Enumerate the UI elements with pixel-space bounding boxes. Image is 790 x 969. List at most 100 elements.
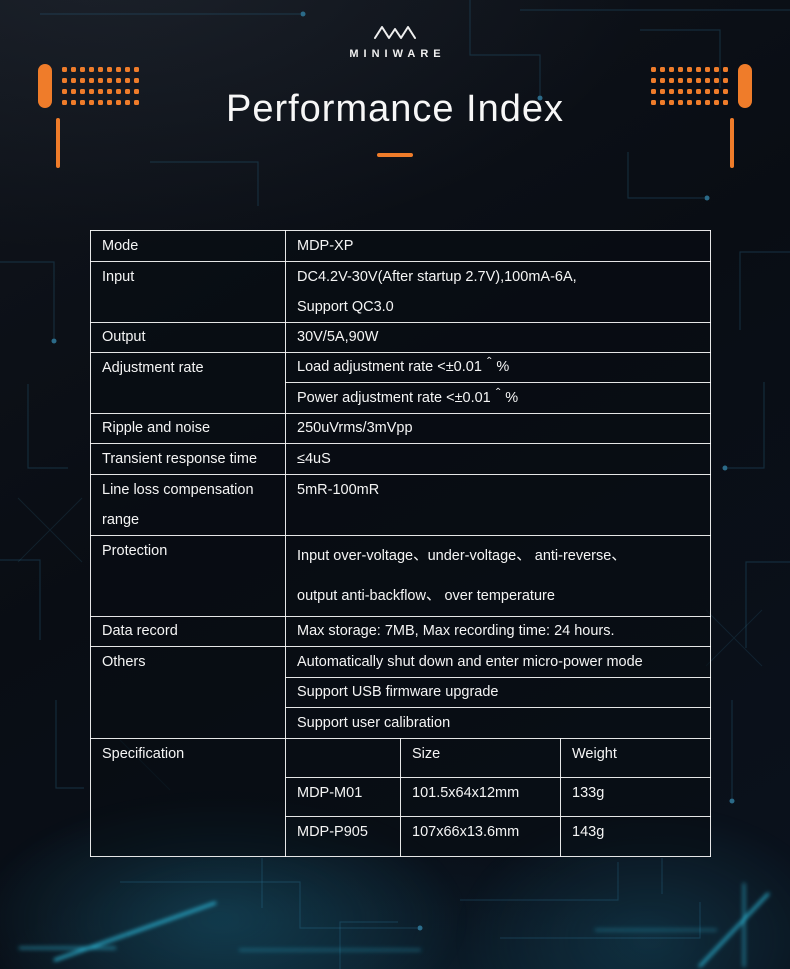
- dot: [125, 100, 130, 105]
- cell-transient-label: Transient response time: [90, 443, 286, 475]
- table-row: MDP-P905 107x66x13.6mm 143g: [91, 816, 712, 857]
- dot: [705, 78, 710, 83]
- left-accent-line: [56, 118, 60, 168]
- protection-value-line1: Input over-voltage、under-voltage、 anti-r…: [297, 548, 626, 564]
- cell-ripple-value: 250uVrms/3mVpp: [284, 413, 712, 444]
- table-row: Transient response time ≤4uS: [90, 443, 712, 475]
- cell-protection-label: Protection: [90, 535, 286, 617]
- dot: [107, 67, 112, 72]
- table-row: Others Automatically shut down and enter…: [90, 646, 712, 739]
- dot: [696, 89, 701, 94]
- dot: [71, 100, 76, 105]
- dot: [669, 100, 674, 105]
- table-row: Support user calibration: [91, 707, 712, 739]
- dot: [62, 89, 67, 94]
- table-row: Adjustment rate Load adjustment rate <±0…: [90, 352, 712, 414]
- dot: [687, 89, 692, 94]
- dot: [107, 89, 112, 94]
- cell-others-label: Others: [90, 646, 286, 739]
- performance-table: Mode MDP-XP Input DC4.2V-30V(After start…: [90, 230, 712, 857]
- cell-output-label: Output: [90, 322, 286, 353]
- table-row: MDP-M01 101.5x64x12mm 133g: [91, 777, 712, 817]
- dot: [116, 100, 121, 105]
- dot: [687, 67, 692, 72]
- cell-spec-model1-weight: 133g: [559, 777, 712, 817]
- dot: [669, 89, 674, 94]
- dot: [89, 100, 94, 105]
- dot: [651, 67, 656, 72]
- dot: [62, 78, 67, 83]
- cell-spec-model1-name: MDP-M01: [285, 777, 401, 817]
- brand-name: MINIWARE: [349, 48, 446, 60]
- cell-others-row2: Support USB firmware upgrade: [284, 677, 712, 708]
- right-dot-grid: [651, 67, 728, 105]
- left-accent-bar: [38, 64, 52, 108]
- cell-spec-model2-name: MDP-P905: [285, 816, 401, 857]
- input-value-line2: Support QC3.0: [297, 299, 394, 315]
- table-row: Specification Size Weight: [90, 738, 712, 857]
- dot: [62, 100, 67, 105]
- dot: [116, 67, 121, 72]
- dot: [723, 89, 728, 94]
- table-row: Data record Max storage: 7MB, Max record…: [90, 616, 712, 647]
- dot: [71, 78, 76, 83]
- cell-mode-label: Mode: [90, 230, 286, 262]
- cell-transient-value: ≤4uS: [284, 443, 712, 475]
- cell-lineloss-value: 5mR-100mR: [284, 474, 712, 536]
- cell-adjustment-row2: Power adjustment rate <±0.01＾%: [284, 382, 712, 414]
- dot: [660, 89, 665, 94]
- dot: [98, 78, 103, 83]
- table-row: Protection Input over-voltage、under-volt…: [90, 535, 712, 617]
- dot: [89, 78, 94, 83]
- dot: [62, 67, 67, 72]
- cell-datarecord-value: Max storage: 7MB, Max recording time: 24…: [284, 616, 712, 647]
- dot: [651, 100, 656, 105]
- dot: [696, 100, 701, 105]
- dot: [660, 78, 665, 83]
- dot: [723, 67, 728, 72]
- dot: [723, 78, 728, 83]
- table-row: Power adjustment rate <±0.01＾%: [91, 382, 712, 414]
- miniware-logo-mark-icon: [374, 26, 416, 39]
- dot: [678, 78, 683, 83]
- cell-spec-size-header: Size: [400, 738, 561, 778]
- dot: [660, 67, 665, 72]
- dot: [705, 100, 710, 105]
- right-accent-line: [730, 118, 734, 168]
- cell-adjustment-label: Adjustment rate: [90, 352, 286, 414]
- dot: [714, 100, 719, 105]
- dot: [714, 67, 719, 72]
- dot: [651, 78, 656, 83]
- dot: [705, 89, 710, 94]
- dot: [89, 67, 94, 72]
- dot: [687, 100, 692, 105]
- dot: [134, 67, 139, 72]
- cell-spec-model1-size: 101.5x64x12mm: [400, 777, 561, 817]
- cell-specification-label: Specification: [90, 738, 286, 857]
- cell-adjustment-row1: Load adjustment rate <±0.01＾%: [284, 352, 712, 383]
- dot: [98, 67, 103, 72]
- dot: [134, 100, 139, 105]
- dot: [71, 89, 76, 94]
- table-row: Output 30V/5A,90W: [90, 322, 712, 353]
- cell-others-row3: Support user calibration: [284, 707, 712, 739]
- left-dot-grid: [62, 67, 139, 105]
- dot: [80, 89, 85, 94]
- dot: [669, 78, 674, 83]
- dot: [660, 100, 665, 105]
- dot: [714, 78, 719, 83]
- cell-protection-value: Input over-voltage、under-voltage、 anti-r…: [284, 535, 712, 617]
- dot: [723, 100, 728, 105]
- dot: [651, 89, 656, 94]
- cell-spec-weight-header: Weight: [559, 738, 712, 778]
- dot: [107, 100, 112, 105]
- dot: [714, 89, 719, 94]
- dot: [134, 78, 139, 83]
- cell-ripple-label: Ripple and noise: [90, 413, 286, 444]
- dot: [687, 78, 692, 83]
- dot: [98, 89, 103, 94]
- table-row: Line loss compensation range 5mR-100mR: [90, 474, 712, 536]
- dot: [125, 89, 130, 94]
